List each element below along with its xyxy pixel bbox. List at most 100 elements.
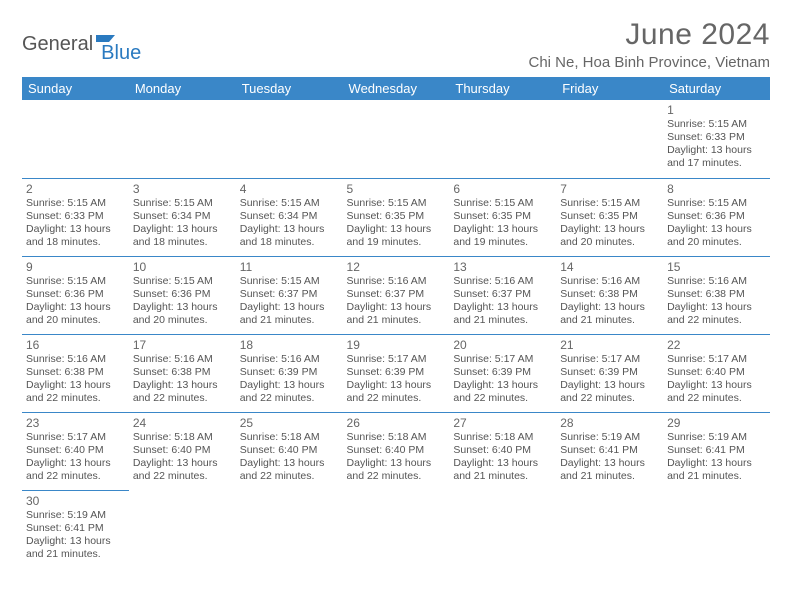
calendar-day-cell: 18Sunrise: 5:16 AMSunset: 6:39 PMDayligh…	[236, 334, 343, 412]
empty-cell	[449, 490, 556, 568]
calendar-day-cell: 15Sunrise: 5:16 AMSunset: 6:38 PMDayligh…	[663, 256, 770, 334]
empty-cell	[556, 100, 663, 178]
day-header: Sunday	[22, 77, 129, 100]
calendar-day-cell: 1Sunrise: 5:15 AMSunset: 6:33 PMDaylight…	[663, 100, 770, 178]
day-info: Sunrise: 5:15 AMSunset: 6:36 PMDaylight:…	[133, 275, 232, 328]
day-number: 14	[560, 260, 659, 274]
day-number: 3	[133, 182, 232, 196]
day-info: Sunrise: 5:17 AMSunset: 6:39 PMDaylight:…	[453, 353, 552, 406]
day-number: 25	[240, 416, 339, 430]
day-info: Sunrise: 5:17 AMSunset: 6:40 PMDaylight:…	[667, 353, 766, 406]
day-number: 4	[240, 182, 339, 196]
day-header: Monday	[129, 77, 236, 100]
day-number: 12	[347, 260, 446, 274]
calendar-day-cell: 26Sunrise: 5:18 AMSunset: 6:40 PMDayligh…	[343, 412, 450, 490]
calendar-day-cell: 28Sunrise: 5:19 AMSunset: 6:41 PMDayligh…	[556, 412, 663, 490]
calendar-day-cell: 22Sunrise: 5:17 AMSunset: 6:40 PMDayligh…	[663, 334, 770, 412]
empty-cell	[343, 490, 450, 568]
day-info: Sunrise: 5:17 AMSunset: 6:39 PMDaylight:…	[560, 353, 659, 406]
day-header: Saturday	[663, 77, 770, 100]
day-info: Sunrise: 5:19 AMSunset: 6:41 PMDaylight:…	[26, 509, 125, 562]
day-number: 1	[667, 103, 766, 117]
day-number: 17	[133, 338, 232, 352]
day-number: 2	[26, 182, 125, 196]
day-number: 27	[453, 416, 552, 430]
empty-cell	[343, 100, 450, 178]
day-header: Thursday	[449, 77, 556, 100]
day-number: 5	[347, 182, 446, 196]
day-number: 7	[560, 182, 659, 196]
day-number: 18	[240, 338, 339, 352]
calendar-day-cell: 29Sunrise: 5:19 AMSunset: 6:41 PMDayligh…	[663, 412, 770, 490]
calendar-day-cell: 16Sunrise: 5:16 AMSunset: 6:38 PMDayligh…	[22, 334, 129, 412]
day-info: Sunrise: 5:15 AMSunset: 6:35 PMDaylight:…	[453, 197, 552, 250]
day-number: 23	[26, 416, 125, 430]
calendar-day-cell: 6Sunrise: 5:15 AMSunset: 6:35 PMDaylight…	[449, 178, 556, 256]
day-info: Sunrise: 5:15 AMSunset: 6:35 PMDaylight:…	[560, 197, 659, 250]
calendar-header-row: SundayMondayTuesdayWednesdayThursdayFrid…	[22, 77, 770, 100]
calendar-day-cell: 12Sunrise: 5:16 AMSunset: 6:37 PMDayligh…	[343, 256, 450, 334]
empty-cell	[236, 490, 343, 568]
calendar-day-cell: 19Sunrise: 5:17 AMSunset: 6:39 PMDayligh…	[343, 334, 450, 412]
day-info: Sunrise: 5:17 AMSunset: 6:40 PMDaylight:…	[26, 431, 125, 484]
calendar-day-cell: 24Sunrise: 5:18 AMSunset: 6:40 PMDayligh…	[129, 412, 236, 490]
empty-cell	[236, 100, 343, 178]
day-number: 9	[26, 260, 125, 274]
day-info: Sunrise: 5:15 AMSunset: 6:35 PMDaylight:…	[347, 197, 446, 250]
day-info: Sunrise: 5:19 AMSunset: 6:41 PMDaylight:…	[560, 431, 659, 484]
day-number: 6	[453, 182, 552, 196]
day-number: 24	[133, 416, 232, 430]
day-info: Sunrise: 5:19 AMSunset: 6:41 PMDaylight:…	[667, 431, 766, 484]
day-info: Sunrise: 5:16 AMSunset: 6:38 PMDaylight:…	[26, 353, 125, 406]
day-info: Sunrise: 5:18 AMSunset: 6:40 PMDaylight:…	[453, 431, 552, 484]
day-number: 19	[347, 338, 446, 352]
month-title: June 2024	[528, 18, 770, 52]
calendar-day-cell: 23Sunrise: 5:17 AMSunset: 6:40 PMDayligh…	[22, 412, 129, 490]
day-number: 28	[560, 416, 659, 430]
calendar-day-cell: 11Sunrise: 5:15 AMSunset: 6:37 PMDayligh…	[236, 256, 343, 334]
calendar-table: SundayMondayTuesdayWednesdayThursdayFrid…	[22, 77, 770, 568]
empty-cell	[556, 490, 663, 568]
day-info: Sunrise: 5:18 AMSunset: 6:40 PMDaylight:…	[133, 431, 232, 484]
calendar-day-cell: 7Sunrise: 5:15 AMSunset: 6:35 PMDaylight…	[556, 178, 663, 256]
page-header: General Blue June 2024 Chi Ne, Hoa Binh …	[22, 18, 770, 71]
calendar-day-cell: 4Sunrise: 5:15 AMSunset: 6:34 PMDaylight…	[236, 178, 343, 256]
day-number: 22	[667, 338, 766, 352]
calendar-day-cell: 27Sunrise: 5:18 AMSunset: 6:40 PMDayligh…	[449, 412, 556, 490]
day-info: Sunrise: 5:18 AMSunset: 6:40 PMDaylight:…	[240, 431, 339, 484]
calendar-day-cell: 10Sunrise: 5:15 AMSunset: 6:36 PMDayligh…	[129, 256, 236, 334]
day-info: Sunrise: 5:15 AMSunset: 6:34 PMDaylight:…	[133, 197, 232, 250]
day-number: 16	[26, 338, 125, 352]
day-info: Sunrise: 5:15 AMSunset: 6:33 PMDaylight:…	[667, 118, 766, 171]
day-number: 8	[667, 182, 766, 196]
day-info: Sunrise: 5:15 AMSunset: 6:36 PMDaylight:…	[26, 275, 125, 328]
empty-cell	[22, 100, 129, 178]
day-info: Sunrise: 5:15 AMSunset: 6:34 PMDaylight:…	[240, 197, 339, 250]
calendar-day-cell: 8Sunrise: 5:15 AMSunset: 6:36 PMDaylight…	[663, 178, 770, 256]
calendar-day-cell: 3Sunrise: 5:15 AMSunset: 6:34 PMDaylight…	[129, 178, 236, 256]
day-number: 20	[453, 338, 552, 352]
day-info: Sunrise: 5:16 AMSunset: 6:37 PMDaylight:…	[453, 275, 552, 328]
calendar-day-cell: 20Sunrise: 5:17 AMSunset: 6:39 PMDayligh…	[449, 334, 556, 412]
calendar-day-cell: 17Sunrise: 5:16 AMSunset: 6:38 PMDayligh…	[129, 334, 236, 412]
empty-cell	[129, 490, 236, 568]
calendar-day-cell: 21Sunrise: 5:17 AMSunset: 6:39 PMDayligh…	[556, 334, 663, 412]
day-number: 15	[667, 260, 766, 274]
logo: General Blue	[22, 18, 141, 65]
day-number: 30	[26, 494, 125, 508]
location-subtitle: Chi Ne, Hoa Binh Province, Vietnam	[528, 54, 770, 71]
calendar-body: 1Sunrise: 5:15 AMSunset: 6:33 PMDaylight…	[22, 100, 770, 568]
day-number: 29	[667, 416, 766, 430]
calendar-day-cell: 2Sunrise: 5:15 AMSunset: 6:33 PMDaylight…	[22, 178, 129, 256]
empty-cell	[129, 100, 236, 178]
empty-cell	[449, 100, 556, 178]
logo-text-blue: Blue	[101, 42, 141, 65]
day-info: Sunrise: 5:16 AMSunset: 6:38 PMDaylight:…	[667, 275, 766, 328]
day-number: 21	[560, 338, 659, 352]
calendar-day-cell: 25Sunrise: 5:18 AMSunset: 6:40 PMDayligh…	[236, 412, 343, 490]
day-number: 11	[240, 260, 339, 274]
calendar-day-cell: 5Sunrise: 5:15 AMSunset: 6:35 PMDaylight…	[343, 178, 450, 256]
day-number: 26	[347, 416, 446, 430]
day-info: Sunrise: 5:16 AMSunset: 6:39 PMDaylight:…	[240, 353, 339, 406]
day-info: Sunrise: 5:17 AMSunset: 6:39 PMDaylight:…	[347, 353, 446, 406]
